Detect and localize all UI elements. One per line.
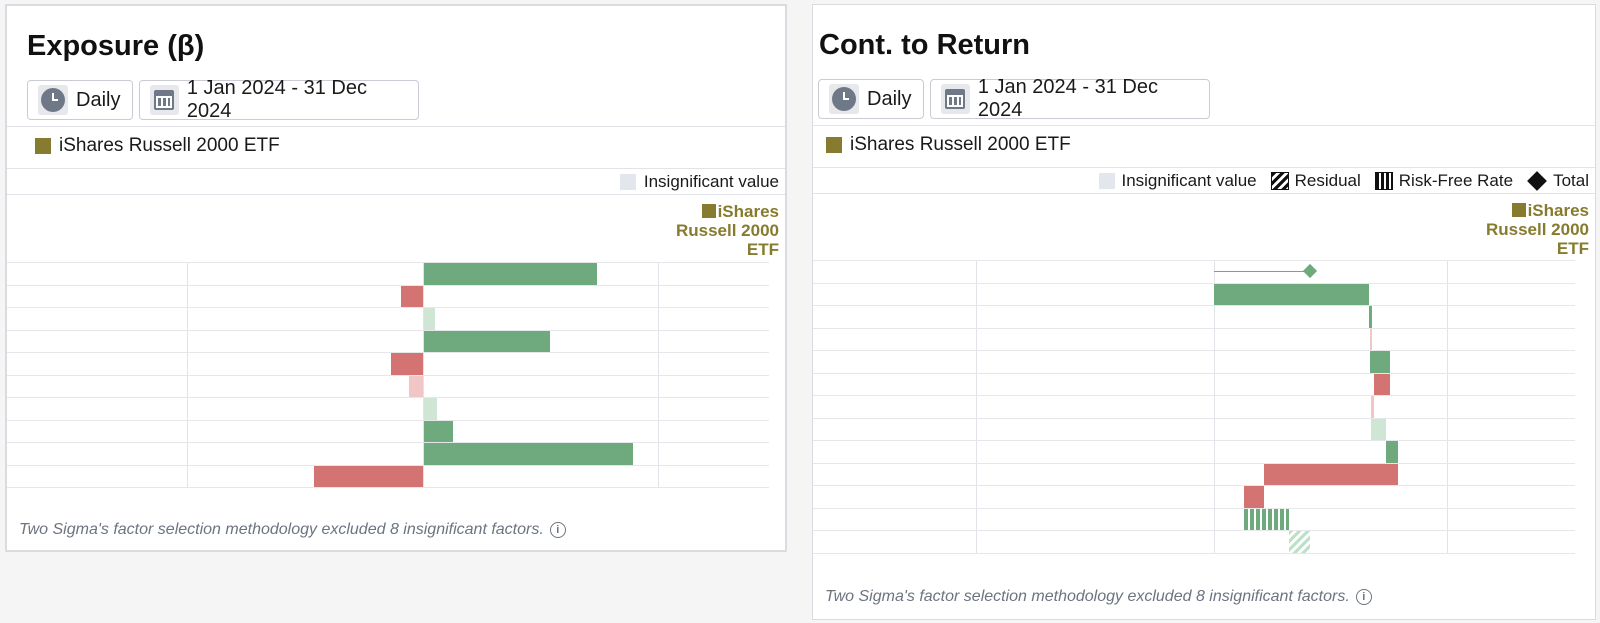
frequency-label: Daily — [867, 87, 912, 110]
row-divider — [7, 419, 769, 421]
row-divider — [813, 552, 1575, 554]
row-divider — [813, 507, 1575, 509]
contribution-bar — [1264, 463, 1399, 485]
info-icon[interactable]: i — [549, 522, 566, 538]
contribution-bar — [1214, 283, 1370, 305]
row-divider — [813, 417, 1575, 419]
frequency-label: Daily — [76, 88, 121, 111]
total-line — [1214, 271, 1311, 273]
exposure-bar — [424, 308, 435, 330]
contribution-bar — [1371, 396, 1374, 418]
column-title: iShares Russell 2000 ETF — [1485, 201, 1589, 258]
plot-left-line — [976, 260, 977, 553]
frequency-selector[interactable]: Daily — [818, 79, 924, 119]
row-divider — [813, 282, 1575, 284]
exposure-bar — [400, 285, 423, 307]
contribution-bar — [1370, 351, 1391, 373]
exposure-panel: Exposure (β) Daily 1 Jan 2024 - 31 Dec 2… — [5, 4, 787, 552]
series-swatch — [701, 204, 716, 218]
row-divider — [7, 284, 769, 286]
footnote: Two Sigma's factor selection methodology… — [825, 588, 1372, 606]
contribution-bar — [1288, 531, 1311, 553]
row-divider — [813, 462, 1575, 464]
date-range-label: 1 Jan 2024 - 31 Dec 2024 — [186, 77, 367, 122]
date-range-label: 1 Jan 2024 - 31 Dec 2024 — [977, 76, 1158, 121]
total-label: Total — [1553, 171, 1589, 190]
row-divider — [813, 530, 1575, 531]
calendar-icon — [941, 84, 970, 114]
security-legend: iShares Russell 2000 ETF — [826, 134, 1071, 156]
row-divider — [7, 307, 769, 308]
row-divider — [7, 374, 769, 376]
column-title: iShares Russell 2000 ETF — [675, 202, 779, 259]
contribution-bar — [1369, 306, 1372, 328]
footnote: Two Sigma's factor selection methodology… — [19, 521, 566, 539]
insignificant-label: Insignificant value — [643, 172, 779, 191]
contribution-bar — [1244, 508, 1289, 530]
row-divider — [813, 305, 1575, 306]
security-legend: iShares Russell 2000 ETF — [35, 135, 280, 157]
contribution-bar — [1371, 418, 1386, 440]
exposure-bar — [391, 353, 423, 375]
row-divider — [813, 440, 1575, 441]
row-divider — [813, 260, 1575, 261]
total-marker — [1303, 264, 1318, 279]
calendar-icon — [150, 85, 179, 115]
info-icon[interactable]: i — [1355, 589, 1372, 605]
residual-label: Residual — [1294, 171, 1361, 190]
date-range-selector[interactable]: 1 Jan 2024 - 31 Dec 2024 — [930, 76, 1210, 121]
series-swatch — [826, 137, 842, 153]
insignificant-swatch — [1099, 173, 1116, 189]
security-name: iShares Russell 2000 ETF — [850, 134, 1071, 155]
risk-free-swatch — [1374, 172, 1393, 190]
insignificant-legend: Insignificant value — [619, 172, 779, 192]
row-divider — [813, 395, 1575, 396]
row-divider — [7, 329, 769, 331]
row-divider — [7, 487, 769, 488]
clock-icon — [38, 85, 68, 115]
date-range-selector[interactable]: 1 Jan 2024 - 31 Dec 2024 — [139, 77, 419, 122]
exposure-bar — [313, 465, 423, 487]
row-divider — [813, 372, 1575, 374]
chart-legend: Insignificant value Residual Risk-Free R… — [1099, 171, 1589, 191]
row-divider — [7, 397, 769, 398]
exposure-bar — [408, 375, 423, 397]
row-divider — [7, 352, 769, 353]
exposure-bar — [424, 263, 597, 285]
series-swatch — [35, 138, 51, 154]
row-divider — [813, 485, 1575, 486]
row-divider — [7, 464, 769, 466]
panel-title: Exposure (β) — [27, 30, 205, 62]
contribution-bar — [1370, 328, 1372, 350]
contribution-bar — [1385, 441, 1399, 463]
contribution-panel: Cont. to Return Daily 1 Jan 2024 - 31 De… — [812, 4, 1596, 620]
insignificant-swatch — [619, 174, 636, 190]
contribution-bar — [1244, 486, 1265, 508]
row-divider — [7, 262, 769, 263]
zero-line — [1214, 260, 1215, 553]
row-divider — [813, 350, 1575, 351]
risk-free-label: Risk-Free Rate — [1398, 171, 1514, 190]
plot-right-line — [1447, 260, 1448, 553]
series-swatch — [1511, 203, 1526, 217]
security-name: iShares Russell 2000 ETF — [59, 135, 280, 156]
clock-icon — [829, 84, 859, 114]
exposure-bar — [424, 443, 634, 465]
insignificant-label: Insignificant value — [1121, 171, 1257, 190]
exposure-bar — [424, 398, 437, 420]
row-divider — [813, 327, 1575, 329]
exposure-bar — [424, 330, 550, 352]
frequency-selector[interactable]: Daily — [27, 80, 133, 120]
residual-swatch — [1270, 172, 1289, 190]
exposure-bar — [424, 420, 454, 442]
contribution-bar — [1373, 373, 1391, 395]
panel-title: Cont. to Return — [819, 29, 1031, 61]
total-diamond-icon — [1527, 171, 1547, 191]
row-divider — [7, 442, 769, 443]
